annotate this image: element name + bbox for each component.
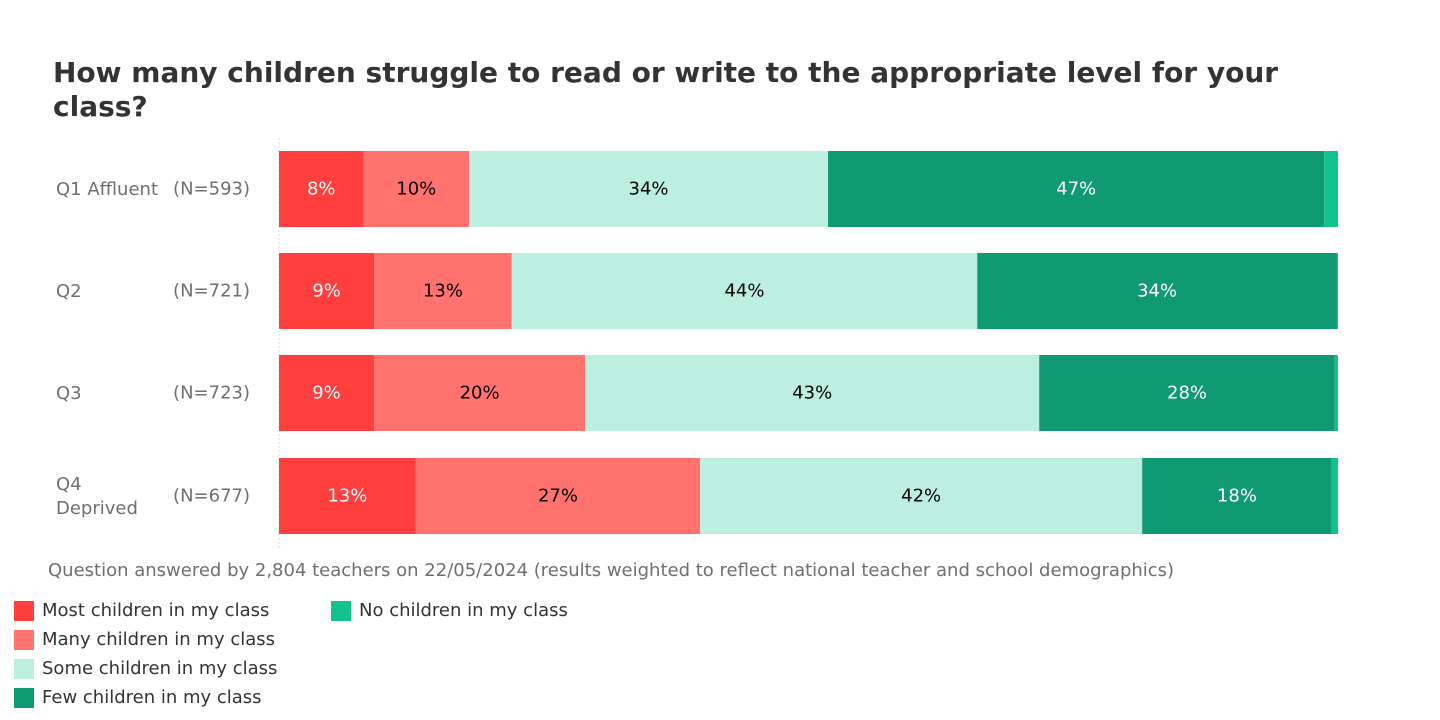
legend-item-some[interactable]: Some children in my class <box>14 654 277 683</box>
stacked-bar-chart: Q1 Affluent (N=593) 8% 10% 34% 47% Q2 (N=721) 9%… <box>56 138 1338 548</box>
legend-label-none: No children in my class <box>359 600 568 621</box>
bar-segment-few-q2 <box>977 253 1337 329</box>
category-n-q2: (N=721) <box>173 281 250 302</box>
category-label-q4-deprived: Q4 Deprived <box>56 474 138 519</box>
legend-label-some: Some children in my class <box>42 658 278 679</box>
bar-segment-no-q3 <box>1334 355 1338 431</box>
data-label-some-q4-deprived: 42% <box>901 486 941 507</box>
legend-swatch-none <box>331 600 351 621</box>
bar-segment-many-q2 <box>374 253 512 329</box>
legend-swatch-many <box>14 629 34 650</box>
legend-label-most: Most children in my class <box>42 600 270 621</box>
data-label-most-q4-deprived: 13% <box>327 486 367 507</box>
legend-swatch-most <box>14 600 34 621</box>
bar-segment-some-q3 <box>585 355 1040 431</box>
data-label-some-q2: 44% <box>724 281 764 302</box>
data-label-many-q1-affluent: 10% <box>396 179 436 200</box>
legend-item-none[interactable]: No children in my class <box>331 596 568 625</box>
chart-caption: Question answered by 2,804 teachers on 2… <box>48 560 1175 581</box>
data-label-few-q2: 34% <box>1137 281 1177 302</box>
bar-segment-most-q3 <box>279 355 375 431</box>
bar-segment-no-q4-deprived <box>1331 458 1338 534</box>
bar-segment-some-q1-affluent <box>469 151 829 227</box>
data-label-most-q3: 9% <box>312 383 341 404</box>
category-label-q1-affluent: Q1 Affluent <box>56 179 158 200</box>
bar-segment-most-q2 <box>279 253 375 329</box>
legend-swatch-some <box>14 658 34 679</box>
data-label-few-q4-deprived: 18% <box>1217 486 1257 507</box>
bar-segment-no-q1-affluent <box>1324 151 1338 227</box>
data-label-most-q1-affluent: 8% <box>307 179 336 200</box>
category-n-q4-deprived: (N=677) <box>173 486 250 507</box>
bar-segment-few-q3 <box>1039 355 1335 431</box>
legend-item-most[interactable]: Most children in my class <box>14 596 277 625</box>
bar-segment-some-q4-deprived <box>700 458 1143 534</box>
data-label-many-q3: 20% <box>460 383 500 404</box>
data-label-few-q3: 28% <box>1167 383 1207 404</box>
bar-segment-some-q2 <box>511 253 978 329</box>
bar-segment-many-q3 <box>374 355 586 431</box>
legend-label-few: Few children in my class <box>42 687 262 708</box>
data-label-some-q1-affluent: 34% <box>629 179 669 200</box>
legend-column-2: No children in my class <box>331 596 568 625</box>
bar-segment-most-q1-affluent <box>279 151 364 227</box>
category-label-q3: Q3 <box>56 383 82 404</box>
bar-segment-many-q4-deprived <box>415 458 701 534</box>
bar-segment-most-q4-deprived <box>279 458 416 534</box>
legend-swatch-few <box>14 687 34 708</box>
data-label-many-q2: 13% <box>423 281 463 302</box>
legend-item-many[interactable]: Many children in my class <box>14 625 277 654</box>
category-n-q3: (N=723) <box>173 383 250 404</box>
legend-label-many: Many children in my class <box>42 629 276 650</box>
bar-segment-no-q2 <box>1336 253 1338 329</box>
bar-segment-few-q1-affluent <box>828 151 1325 227</box>
data-label-many-q4-deprived: 27% <box>538 486 578 507</box>
bar-segment-many-q1-affluent <box>363 151 470 227</box>
legend-column-1: Most children in my class Many children … <box>14 596 277 712</box>
data-label-few-q1-affluent: 47% <box>1056 179 1096 200</box>
data-label-most-q2: 9% <box>312 281 341 302</box>
bar-segment-few-q4-deprived <box>1142 458 1332 534</box>
data-label-some-q3: 43% <box>792 383 832 404</box>
category-label-q2: Q2 <box>56 281 82 302</box>
chart-title: How many children struggle to read or wr… <box>53 56 1279 123</box>
category-n-q1-affluent: (N=593) <box>173 179 250 200</box>
legend-item-few[interactable]: Few children in my class <box>14 683 277 712</box>
